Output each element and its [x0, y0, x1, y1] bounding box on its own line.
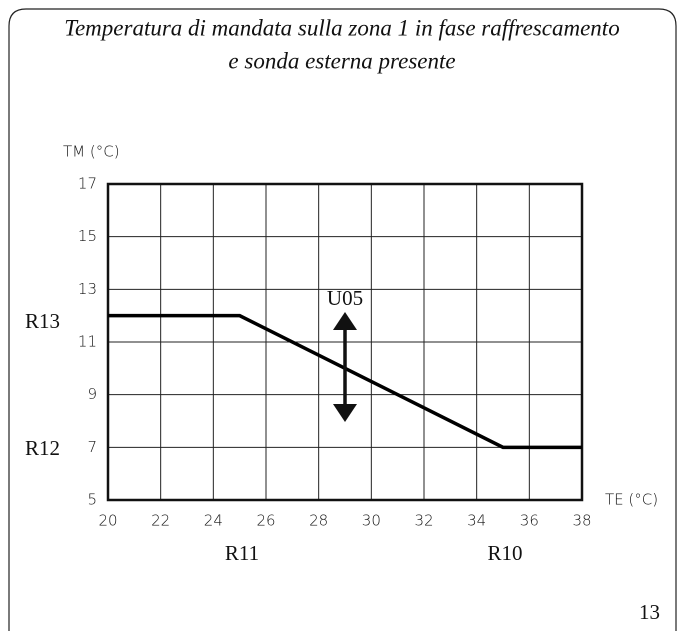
- x-tick-label: 22: [151, 512, 170, 530]
- x-tick-label: 38: [572, 512, 591, 530]
- x-tick-label: 34: [467, 512, 486, 530]
- annotation: R11: [225, 541, 259, 565]
- x-tick-label: 20: [98, 512, 117, 530]
- y-tick-label: 9: [87, 385, 97, 403]
- arrow-head: [333, 312, 357, 330]
- data-line: [108, 313, 582, 450]
- x-tick-label: 30: [362, 512, 381, 530]
- y-tick-label: 11: [78, 333, 97, 351]
- legend-label: U05: [327, 286, 363, 310]
- y-tick-label: 5: [87, 491, 97, 509]
- x-tick-label: 28: [309, 512, 328, 530]
- x-tick-label: 32: [414, 512, 433, 530]
- annotation: R10: [487, 541, 522, 565]
- x-axis-label: TE (°C): [605, 491, 658, 509]
- page-number: 13: [639, 600, 660, 624]
- y-tick-label: 13: [78, 280, 97, 298]
- chart-subtitle: e sonda esterna presente: [228, 48, 455, 73]
- annotation: R13: [25, 309, 60, 333]
- y-axis-label: TM (°C): [63, 143, 120, 161]
- x-tick-label: 24: [204, 512, 223, 530]
- y-tick-label: 15: [78, 227, 97, 245]
- y-tick-label: 17: [78, 175, 97, 193]
- arrow-head: [333, 404, 357, 422]
- x-tick-label: 26: [256, 512, 275, 530]
- frame: [8, 8, 677, 631]
- y-tick-label: 7: [87, 438, 97, 456]
- annotation: R12: [25, 436, 60, 460]
- plot-border: [106, 182, 584, 502]
- chart-title: Temperatura di mandata sulla zona 1 in f…: [64, 15, 619, 40]
- x-tick-label: 36: [520, 512, 539, 530]
